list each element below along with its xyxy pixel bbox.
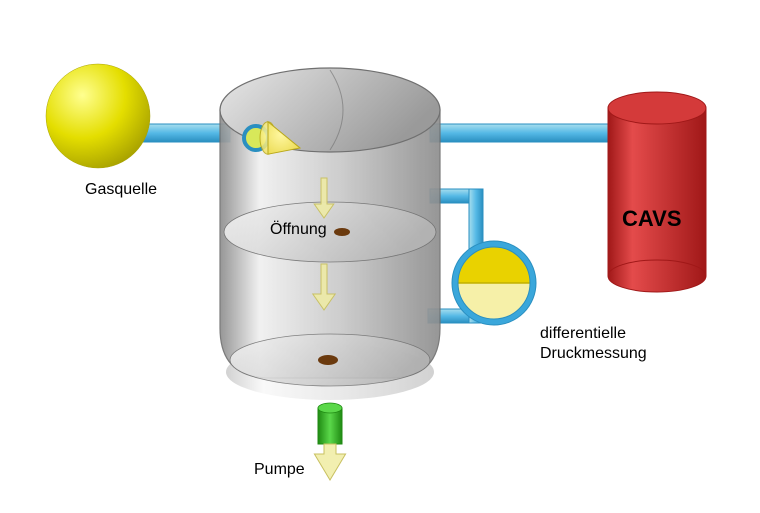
pipe-left xyxy=(140,124,230,142)
pipe-right xyxy=(430,124,630,142)
lower-orifice xyxy=(318,355,338,365)
label-diff-pressure-1: differentielle xyxy=(540,324,626,343)
label-opening: Öffnung xyxy=(270,220,327,239)
upper-orifice xyxy=(334,228,350,236)
vessel-divider-plate xyxy=(224,202,436,262)
label-pump: Pumpe xyxy=(254,460,305,479)
pump-arrow xyxy=(314,444,345,480)
cavs-cylinder-top xyxy=(608,92,706,124)
pump-stub-top xyxy=(318,403,342,413)
label-diff-pressure-2: Druckmessung xyxy=(540,344,647,363)
gauge-pipe-upper-v xyxy=(469,189,483,250)
cavs-cylinder-bottom xyxy=(608,260,706,292)
diagram-canvas xyxy=(0,0,760,513)
label-gas-source: Gasquelle xyxy=(85,180,157,199)
label-cavs: CAVS xyxy=(622,206,682,232)
gas-source-sphere xyxy=(46,64,150,168)
cavs-cylinder-body xyxy=(608,108,706,276)
